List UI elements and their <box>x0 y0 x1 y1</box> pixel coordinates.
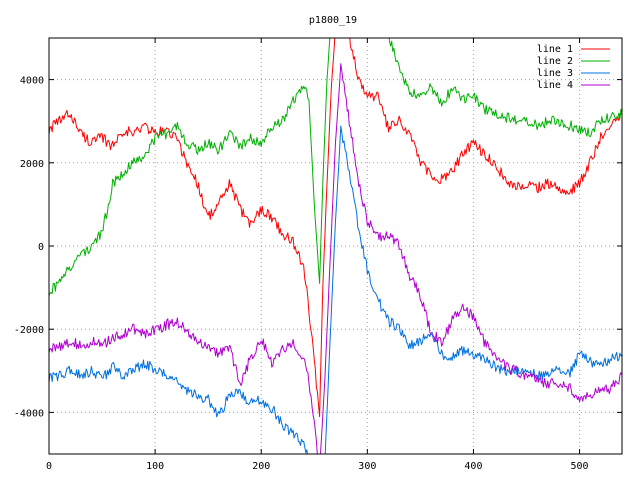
y-tick-label: 2000 <box>20 159 44 170</box>
legend-label: line 1 <box>537 44 573 55</box>
chart-title: p1800_19 <box>309 15 357 26</box>
x-tick-label: 0 <box>46 461 52 472</box>
legend-label: line 3 <box>537 68 573 79</box>
grid <box>49 38 622 454</box>
legend-label: line 2 <box>537 56 573 67</box>
series-line-3 <box>49 125 622 454</box>
x-tick-label: 200 <box>252 461 270 472</box>
legend-label: line 4 <box>537 80 573 91</box>
y-tick-label: -4000 <box>14 408 44 419</box>
x-tick-label: 500 <box>571 461 589 472</box>
x-tick-label: 400 <box>464 461 482 472</box>
axis-ticks: 0 100 200 300 400 500 -4000 -2000 0 2000 4000 <box>14 38 622 472</box>
plot-frame <box>48 37 623 455</box>
series-line-1 <box>49 38 622 418</box>
x-tick-label: 100 <box>146 461 164 472</box>
series-lines <box>49 38 622 454</box>
y-tick-label: -2000 <box>14 325 44 336</box>
series-line-2 <box>49 38 622 296</box>
series-line-4 <box>49 63 622 454</box>
y-tick-label: 0 <box>38 242 44 253</box>
y-tick-label: 4000 <box>20 76 44 87</box>
x-tick-label: 300 <box>358 461 376 472</box>
